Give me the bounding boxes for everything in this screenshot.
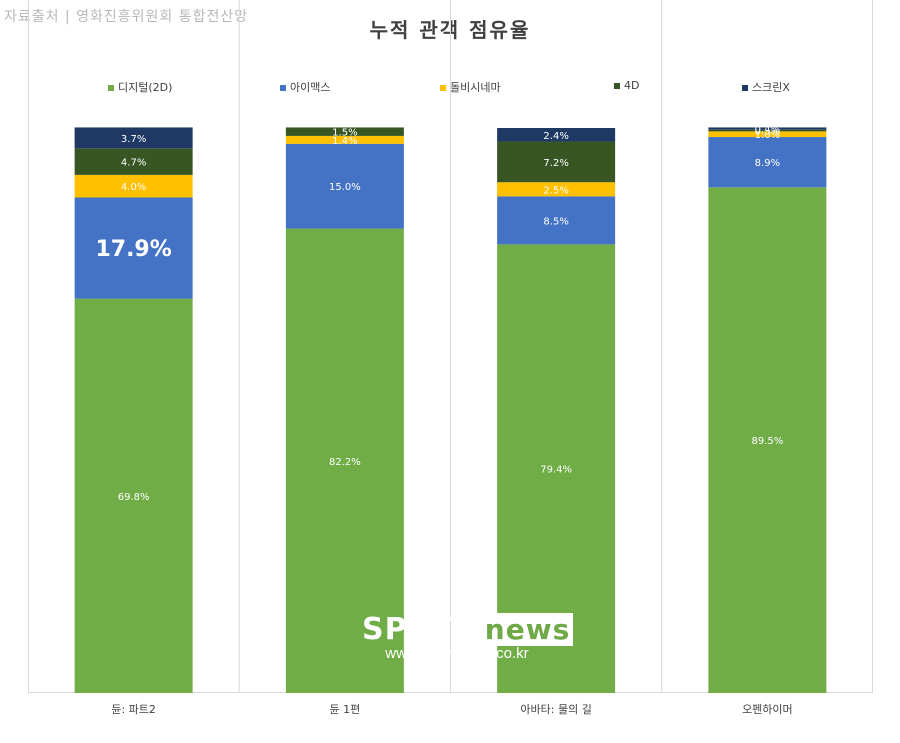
bar-segment: [74, 127, 193, 149]
data-label: 82.2%: [329, 457, 361, 468]
bar-segment: [497, 141, 616, 183]
watermark: SPOTV news www.spotvnews.co.kr: [362, 612, 574, 662]
data-label: 79.4%: [540, 465, 572, 476]
legend-item: 4D: [614, 79, 639, 92]
bar-segment: [74, 197, 193, 299]
watermark-url: www.spotvnews.co.kr: [385, 645, 529, 662]
legend-swatch: [280, 85, 286, 91]
legend-label: 디지털(2D): [118, 81, 173, 94]
bar-segment: [497, 128, 616, 142]
data-label: 0.3%: [755, 127, 780, 138]
bar-segment: [74, 298, 193, 693]
legend-swatch: [108, 85, 114, 91]
data-label: 1.0%: [755, 130, 780, 141]
data-label: 69.8%: [118, 492, 150, 503]
legend-swatch: [742, 85, 748, 91]
data-label: 17.9%: [95, 237, 171, 262]
bar-segment: [708, 129, 827, 132]
data-label: 1.4%: [332, 136, 357, 147]
legend-label: 4D: [624, 79, 640, 92]
data-label: 15.0%: [329, 182, 361, 193]
bar-segment: [285, 228, 404, 693]
legend-item: 돌비시네마: [440, 79, 501, 95]
category-label: 아바타: 물의 길: [520, 703, 591, 716]
bar-segment: [285, 143, 404, 229]
legend-swatch: [440, 85, 446, 91]
data-label: 7.2%: [543, 158, 568, 169]
bar-segment: [497, 182, 616, 197]
chart-title: 누적 관객 점유율: [369, 18, 531, 42]
data-label: 89.5%: [751, 436, 783, 447]
bar-segment: [74, 174, 193, 198]
bar-segment: [74, 148, 193, 175]
category-label: 듄: 파트2: [111, 703, 156, 716]
legend-item: 스크린X: [742, 79, 790, 95]
bar-segment: [497, 196, 616, 245]
bar-segment: [285, 135, 404, 144]
category-label: 듄 1편: [330, 703, 361, 716]
bar-segment: [708, 127, 827, 130]
legend-label: 아이맥스: [290, 81, 331, 94]
data-label: 0.4%: [755, 125, 780, 136]
bar-segment: [708, 131, 827, 138]
data-label: 3.7%: [121, 134, 146, 145]
watermark-logo-text: SPOTV: [362, 612, 480, 647]
data-label: 2.4%: [543, 131, 568, 142]
data-label: 4.0%: [121, 182, 146, 193]
data-label: 8.9%: [755, 158, 780, 169]
legend-item: 디지털(2D): [108, 79, 172, 95]
watermark-logo-news: news: [481, 613, 574, 646]
legend-label: 돌비시네마: [450, 81, 501, 94]
legend-item: 아이맥스: [280, 79, 330, 95]
source-note: 자료출처 | 영화진흥위원회 통합전산망: [4, 9, 249, 25]
category-label: 오펜하이머: [742, 702, 793, 716]
bar-segment: [708, 137, 827, 188]
data-label: 2.5%: [543, 185, 568, 196]
legend-swatch: [614, 83, 620, 89]
legend-label: 스크린X: [752, 81, 790, 94]
bar-segment: [708, 187, 827, 693]
data-label: 1.5%: [332, 128, 357, 139]
bar-segment: [285, 127, 404, 136]
watermark-logo: SPOTV news: [362, 612, 574, 647]
data-label: 4.7%: [121, 158, 146, 169]
data-label: 8.5%: [543, 216, 568, 227]
